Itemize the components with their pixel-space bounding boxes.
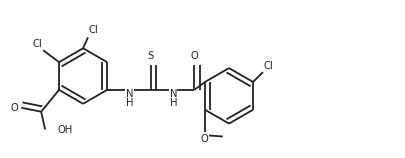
Text: Cl: Cl (32, 39, 42, 49)
Text: S: S (147, 51, 153, 61)
Text: N: N (169, 89, 177, 99)
Text: O: O (11, 103, 18, 113)
Text: OH: OH (57, 125, 72, 135)
Text: O: O (190, 51, 198, 61)
Text: Cl: Cl (262, 61, 272, 71)
Text: Cl: Cl (88, 25, 98, 35)
Text: H: H (169, 98, 177, 108)
Text: H: H (126, 98, 133, 108)
Text: O: O (200, 134, 207, 144)
Text: N: N (126, 89, 133, 99)
